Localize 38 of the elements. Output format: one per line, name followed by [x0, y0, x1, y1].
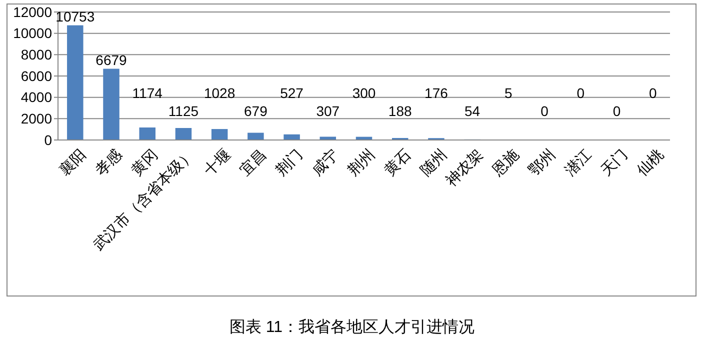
- y-tick-label: 0: [44, 132, 52, 148]
- y-tick-label: 8000: [20, 46, 52, 63]
- data-label: 5: [504, 85, 513, 101]
- y-tick-label: 10000: [13, 25, 52, 42]
- data-label: 679: [244, 103, 268, 119]
- data-label: 6679: [96, 52, 128, 68]
- x-tick-label: 仙桃: [634, 146, 668, 180]
- x-tick-label: 恩施: [488, 146, 523, 180]
- y-tick-label: 4000: [20, 89, 52, 106]
- data-label: 0: [576, 85, 585, 101]
- data-label: 176: [424, 85, 448, 101]
- data-label: 300: [352, 85, 376, 101]
- data-label: 527: [280, 85, 304, 101]
- data-label: 10753: [56, 8, 95, 24]
- x-tick-label: 荆门: [272, 146, 306, 180]
- data-label: 0: [540, 103, 549, 119]
- data-label: 0: [648, 85, 657, 101]
- x-tick-label: 孝感: [92, 146, 126, 180]
- data-label: 307: [316, 103, 340, 119]
- data-label: 1174: [132, 85, 163, 101]
- data-label: 54: [464, 103, 480, 119]
- x-tick-label: 鄂州: [526, 146, 559, 180]
- y-tick-label: 6000: [20, 68, 52, 84]
- data-label: 188: [388, 103, 412, 119]
- text: 图表 11：我省各地区人才引进情况: [229, 318, 475, 336]
- x-tick-label: 荆州: [345, 146, 378, 180]
- y-tick-label: 2000: [20, 110, 52, 127]
- x-tick-label: 潜江: [562, 146, 595, 180]
- x-tick-label: 黄石: [381, 146, 414, 180]
- x-tick-label: 襄阳: [56, 146, 90, 180]
- x-tick-label: 宜昌: [236, 146, 270, 180]
- x-tick-label: 咸宁: [308, 146, 342, 180]
- x-tick-label: 十堰: [200, 146, 234, 180]
- data-label: 1028: [204, 85, 236, 101]
- data-label: 1125: [168, 103, 199, 119]
- y-tick-label: 12000: [13, 4, 52, 20]
- x-tick-label: 天门: [598, 146, 631, 180]
- data-label: 0: [612, 103, 621, 119]
